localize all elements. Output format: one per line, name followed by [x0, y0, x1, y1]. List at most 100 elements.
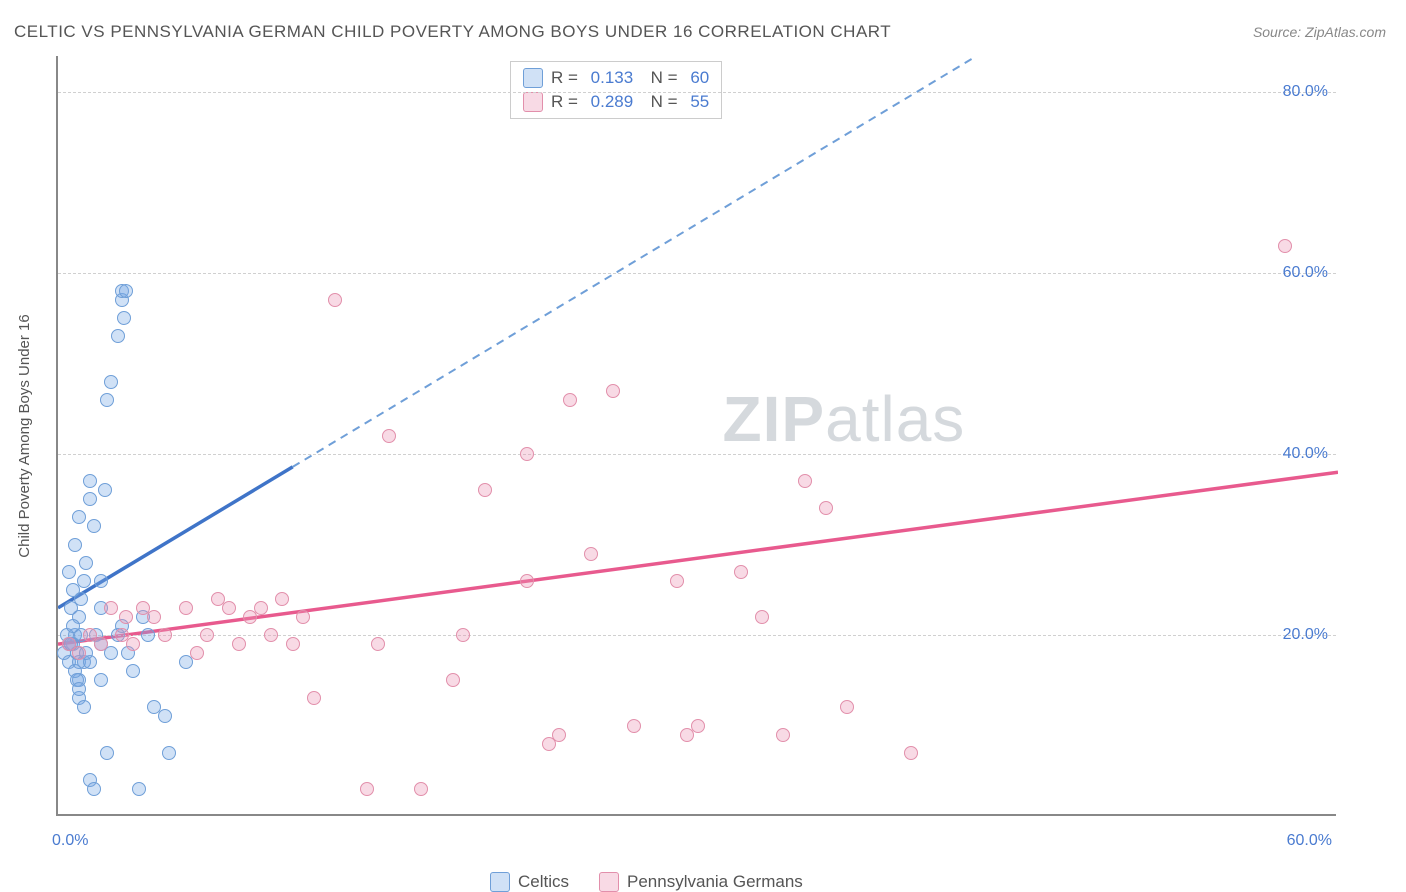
x-tick-right: 60.0%: [1287, 832, 1332, 850]
data-point: [798, 474, 812, 488]
data-point: [94, 601, 108, 615]
data-point: [72, 682, 86, 696]
data-point: [79, 646, 93, 660]
data-point: [94, 637, 108, 651]
gridline: [58, 273, 1336, 274]
data-point: [147, 700, 161, 714]
source-label: Source: ZipAtlas.com: [1253, 24, 1386, 40]
data-point: [57, 646, 71, 660]
plot-region: ZIPatlas R = 0.133 N = 60 R = 0.289 N = …: [56, 56, 1336, 816]
legend-label-penn: Pennsylvania Germans: [627, 872, 803, 892]
data-point: [243, 610, 257, 624]
data-point: [542, 737, 556, 751]
y-tick-label: 60.0%: [1283, 264, 1328, 282]
data-point: [77, 700, 91, 714]
data-point: [72, 673, 86, 687]
penn-legend-swatch-icon: [599, 872, 619, 892]
data-point: [584, 547, 598, 561]
data-point: [158, 709, 172, 723]
data-point: [147, 610, 161, 624]
data-point: [211, 592, 225, 606]
data-point: [840, 700, 854, 714]
data-point: [119, 284, 133, 298]
data-point: [72, 655, 86, 669]
data-point: [72, 510, 86, 524]
stats-row-penn: R = 0.289 N = 55: [523, 90, 709, 114]
data-point: [136, 610, 150, 624]
y-axis-label: Child Poverty Among Boys Under 16: [16, 314, 33, 557]
data-point: [552, 728, 566, 742]
data-point: [66, 637, 80, 651]
gridline: [58, 454, 1336, 455]
data-point: [360, 782, 374, 796]
data-point: [680, 728, 694, 742]
data-point: [446, 673, 460, 687]
watermark: ZIPatlas: [723, 382, 966, 456]
data-point: [104, 601, 118, 615]
data-point: [478, 483, 492, 497]
data-point: [100, 393, 114, 407]
data-point: [371, 637, 385, 651]
bottom-legend: Celtics Pennsylvania Germans: [490, 872, 803, 892]
y-tick-label: 80.0%: [1283, 83, 1328, 101]
stat-r-celtics: 0.133: [591, 68, 634, 88]
data-point: [100, 746, 114, 760]
data-point: [307, 691, 321, 705]
data-point: [121, 646, 135, 660]
data-point: [222, 601, 236, 615]
data-point: [87, 519, 101, 533]
data-point: [132, 782, 146, 796]
data-point: [755, 610, 769, 624]
stat-n-label: N =: [641, 68, 682, 88]
data-point: [179, 655, 193, 669]
data-point: [77, 655, 91, 669]
data-point: [776, 728, 790, 742]
data-point: [136, 601, 150, 615]
data-point: [62, 637, 76, 651]
data-point: [94, 574, 108, 588]
celtics-swatch-icon: [523, 68, 543, 88]
data-point: [670, 574, 684, 588]
data-point: [162, 746, 176, 760]
chart-title: CELTIC VS PENNSYLVANIA GERMAN CHILD POVE…: [14, 22, 891, 42]
data-point: [126, 637, 140, 651]
data-point: [66, 619, 80, 633]
data-point: [1278, 239, 1292, 253]
stat-n-celtics: 60: [690, 68, 709, 88]
data-point: [62, 655, 76, 669]
data-point: [68, 538, 82, 552]
stats-row-celtics: R = 0.133 N = 60: [523, 66, 709, 90]
data-point: [254, 601, 268, 615]
data-point: [126, 664, 140, 678]
watermark-bold: ZIP: [723, 383, 826, 455]
data-point: [414, 782, 428, 796]
data-point: [819, 501, 833, 515]
data-point: [627, 719, 641, 733]
legend-item-celtics: Celtics: [490, 872, 569, 892]
data-point: [64, 601, 78, 615]
data-point: [606, 384, 620, 398]
data-point: [64, 637, 78, 651]
data-point: [87, 782, 101, 796]
legend-item-penn: Pennsylvania Germans: [599, 872, 803, 892]
data-point: [275, 592, 289, 606]
data-point: [179, 601, 193, 615]
data-point: [74, 592, 88, 606]
data-point: [72, 646, 86, 660]
data-point: [563, 393, 577, 407]
data-point: [904, 746, 918, 760]
data-point: [94, 637, 108, 651]
data-point: [83, 773, 97, 787]
stat-n-label: N =: [641, 92, 682, 112]
stat-n-penn: 55: [690, 92, 709, 112]
data-point: [66, 583, 80, 597]
stat-r-label: R =: [551, 92, 583, 112]
data-point: [104, 646, 118, 660]
data-point: [72, 610, 86, 624]
watermark-rest: atlas: [825, 383, 965, 455]
data-point: [232, 637, 246, 651]
data-point: [62, 637, 76, 651]
gridline: [58, 635, 1336, 636]
data-point: [190, 646, 204, 660]
data-point: [83, 492, 97, 506]
